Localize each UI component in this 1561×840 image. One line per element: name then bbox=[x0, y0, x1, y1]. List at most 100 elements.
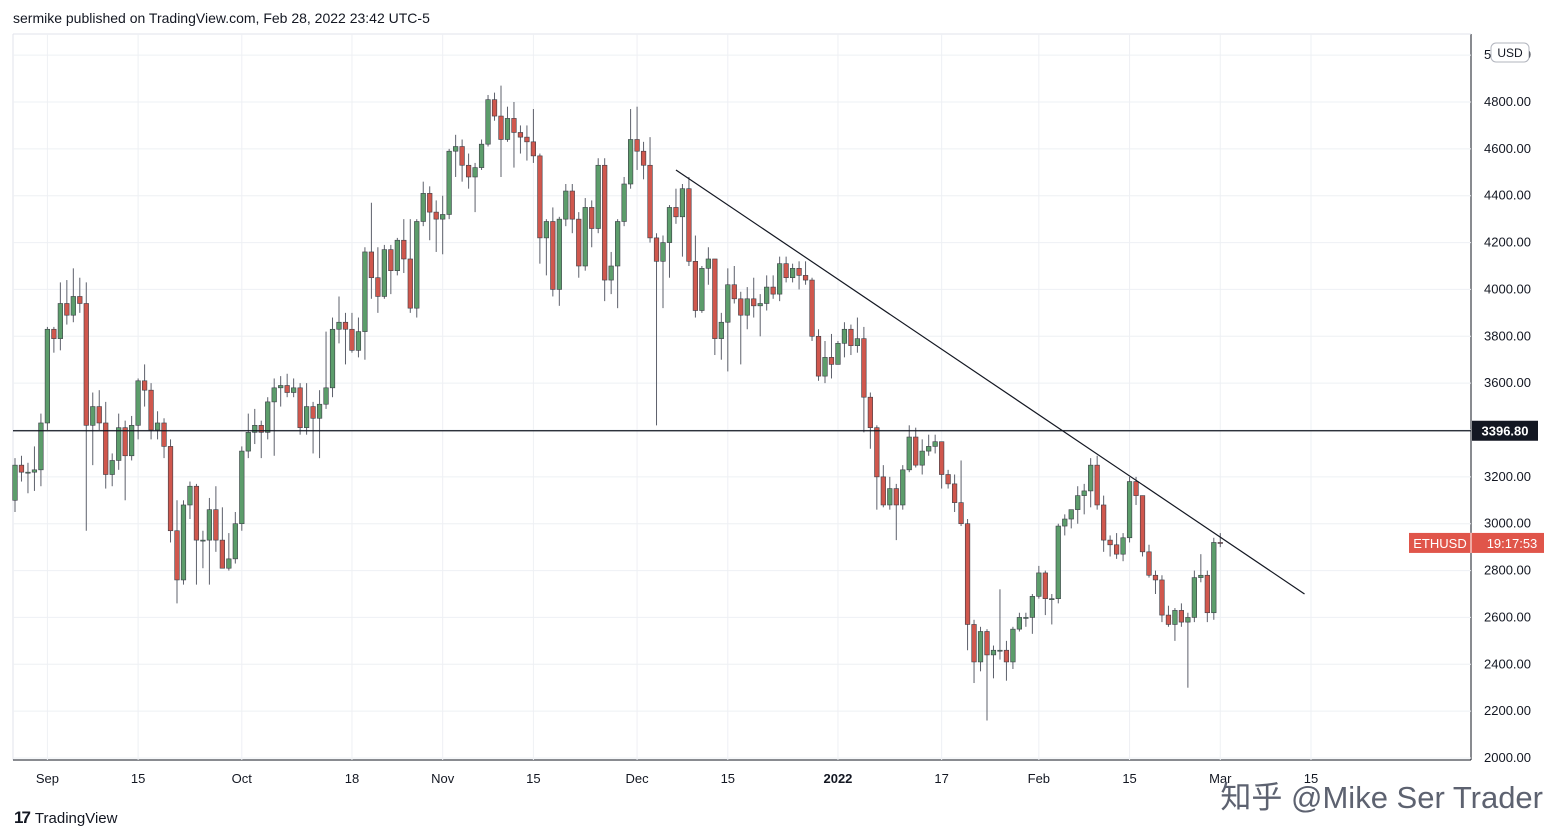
symbol-label: ETHUSD bbox=[1413, 536, 1466, 551]
time-tick-label: Feb bbox=[1028, 771, 1050, 786]
candle-body-up bbox=[1036, 572, 1042, 597]
candle-body-up bbox=[887, 488, 893, 506]
candle bbox=[427, 186, 433, 241]
candle-body-up bbox=[705, 258, 711, 269]
candle-body-down bbox=[640, 150, 647, 166]
price-tick-label: 3600.00 bbox=[1484, 375, 1531, 390]
candle-body-down bbox=[174, 530, 180, 581]
candle-body-down bbox=[913, 436, 919, 466]
candle-body-down bbox=[407, 258, 413, 309]
candle bbox=[634, 106, 640, 170]
candle-body-up bbox=[31, 469, 38, 473]
candle bbox=[316, 390, 323, 459]
candle-body-up bbox=[1172, 610, 1178, 625]
candle-body-down bbox=[1159, 579, 1165, 616]
time-tick-label: 15 bbox=[721, 771, 735, 786]
tradingview-logo[interactable]: 17 TradingView bbox=[14, 808, 117, 828]
candle bbox=[200, 530, 206, 569]
candle-body-up bbox=[1023, 617, 1029, 619]
candle bbox=[848, 324, 854, 356]
candle bbox=[265, 397, 271, 440]
candle-body-up bbox=[303, 406, 310, 428]
candle-body-down bbox=[770, 286, 776, 295]
candle-body-up bbox=[362, 251, 368, 332]
candle bbox=[783, 256, 789, 283]
candle bbox=[777, 256, 783, 302]
candle bbox=[381, 244, 387, 299]
time-axis[interactable]: Sep 15 Oct 18 Nov 15 Dec 15 2022 17 Feb 15 Mar 15 bbox=[36, 771, 1318, 786]
candle bbox=[407, 219, 413, 313]
candle bbox=[602, 158, 608, 302]
candle bbox=[232, 512, 238, 564]
candle-body-down bbox=[692, 261, 698, 311]
candle bbox=[38, 413, 44, 487]
candle bbox=[627, 109, 634, 189]
candle bbox=[770, 275, 776, 299]
candle-body-down bbox=[349, 328, 355, 351]
candle bbox=[640, 141, 647, 180]
candle bbox=[647, 137, 653, 243]
candle-body-up bbox=[854, 338, 860, 346]
candle-body-up bbox=[239, 450, 245, 525]
candle bbox=[1217, 533, 1223, 548]
candle-body-down bbox=[64, 303, 70, 316]
candle-body-down bbox=[219, 539, 225, 569]
candle-body-down bbox=[945, 474, 951, 485]
candle bbox=[621, 176, 627, 227]
candle bbox=[504, 106, 511, 142]
candle bbox=[154, 411, 161, 440]
candle bbox=[563, 184, 569, 227]
candle-body-up bbox=[744, 298, 750, 316]
candle bbox=[77, 277, 83, 313]
candle-body-up bbox=[1049, 598, 1055, 600]
candle-body-up bbox=[1198, 574, 1204, 578]
price-axis[interactable]: 5000.004800.004600.004400.004200.004000.… bbox=[1484, 42, 1531, 765]
candle-body-up bbox=[135, 380, 141, 426]
candle-body-down bbox=[686, 188, 692, 262]
candle bbox=[738, 291, 744, 365]
candle-body-down bbox=[148, 389, 154, 431]
candle-body-up bbox=[291, 387, 297, 393]
candle bbox=[31, 446, 38, 491]
candle bbox=[51, 326, 57, 353]
candle-body-up bbox=[187, 485, 193, 506]
candle bbox=[705, 247, 711, 285]
time-tick-label: 15 bbox=[1304, 771, 1318, 786]
candle bbox=[1191, 570, 1197, 623]
candle-body-up bbox=[336, 321, 342, 330]
candle bbox=[906, 425, 912, 473]
candle bbox=[64, 280, 70, 325]
candle bbox=[582, 198, 588, 271]
candle bbox=[815, 329, 822, 381]
candle bbox=[1094, 455, 1100, 510]
candle-body-down bbox=[634, 139, 640, 152]
candle-body-down bbox=[1165, 614, 1172, 625]
candle bbox=[712, 258, 718, 356]
candle-body-up bbox=[906, 436, 912, 471]
candle bbox=[420, 181, 426, 227]
candle bbox=[303, 383, 310, 435]
candle bbox=[757, 294, 763, 337]
candle-body-down bbox=[809, 279, 815, 337]
candle bbox=[576, 212, 582, 278]
candle bbox=[245, 413, 251, 459]
candle-body-up bbox=[1088, 464, 1094, 492]
candle bbox=[459, 139, 465, 182]
candle-body-up bbox=[699, 268, 705, 311]
time-tick-label: Sep bbox=[36, 771, 59, 786]
candle-body-up bbox=[926, 446, 932, 452]
candle bbox=[796, 261, 802, 290]
price-tick-label: 4200.00 bbox=[1484, 235, 1531, 250]
candle-body-down bbox=[459, 146, 465, 166]
candle bbox=[939, 441, 945, 489]
candle bbox=[1107, 535, 1113, 557]
candle bbox=[129, 415, 135, 461]
candle-body-up bbox=[595, 164, 601, 229]
time-tick-label: 18 bbox=[345, 771, 359, 786]
candle-body-down bbox=[498, 115, 504, 140]
candle bbox=[291, 378, 297, 398]
candle-body-up bbox=[245, 432, 251, 452]
candle bbox=[977, 626, 984, 672]
currency-label: USD bbox=[1497, 46, 1523, 60]
